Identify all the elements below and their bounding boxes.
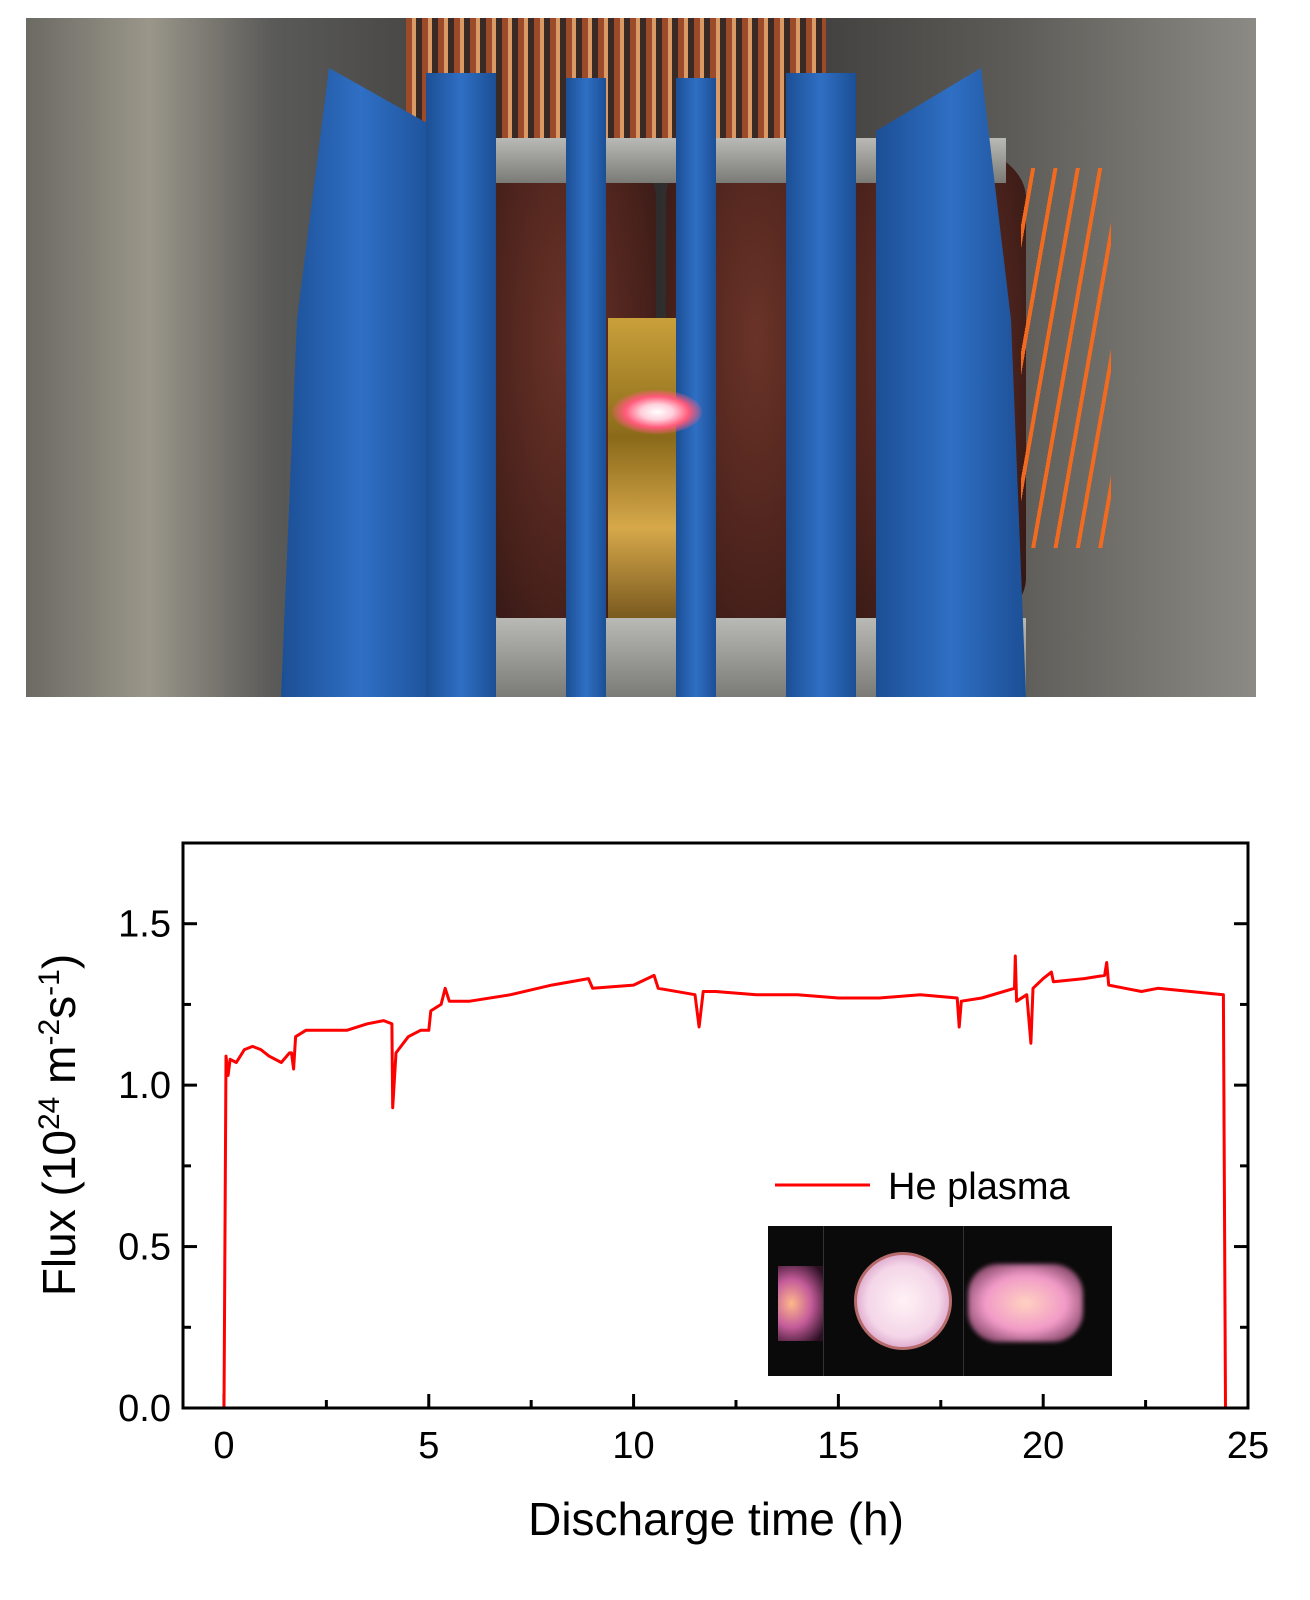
blue-frame — [426, 73, 496, 697]
blue-frame — [566, 78, 606, 697]
x-tick-label: 0 — [213, 1425, 234, 1467]
x-tick-label: 5 — [418, 1425, 439, 1467]
y-axis-label: Flux (1024 m-2s-1) — [33, 954, 85, 1296]
legend-label: He plasma — [888, 1166, 1070, 1208]
x-tick-label: 20 — [1022, 1425, 1064, 1467]
x-axis-label: Discharge time (h) — [528, 1493, 904, 1545]
plasma-glow — [612, 390, 702, 434]
y-tick-label: 0.5 — [118, 1227, 171, 1269]
y-tick-label: 0.0 — [118, 1388, 171, 1430]
x-tick-label: 10 — [612, 1425, 654, 1467]
x-tick-label: 25 — [1227, 1425, 1269, 1467]
series-line-he-plasma — [222, 954, 1227, 1409]
plot-frame — [181, 841, 1250, 1410]
y-tick-label: 1.0 — [118, 1065, 171, 1107]
y-tick-label: 1.5 — [118, 904, 171, 946]
x-tick-label: 15 — [817, 1425, 859, 1467]
plasma-inset-photo — [768, 1226, 1112, 1376]
device-photo — [26, 18, 1256, 697]
blue-frame — [676, 78, 716, 697]
orange-hoses — [1021, 168, 1111, 548]
blue-frame — [786, 73, 856, 697]
gap-window — [608, 318, 676, 618]
